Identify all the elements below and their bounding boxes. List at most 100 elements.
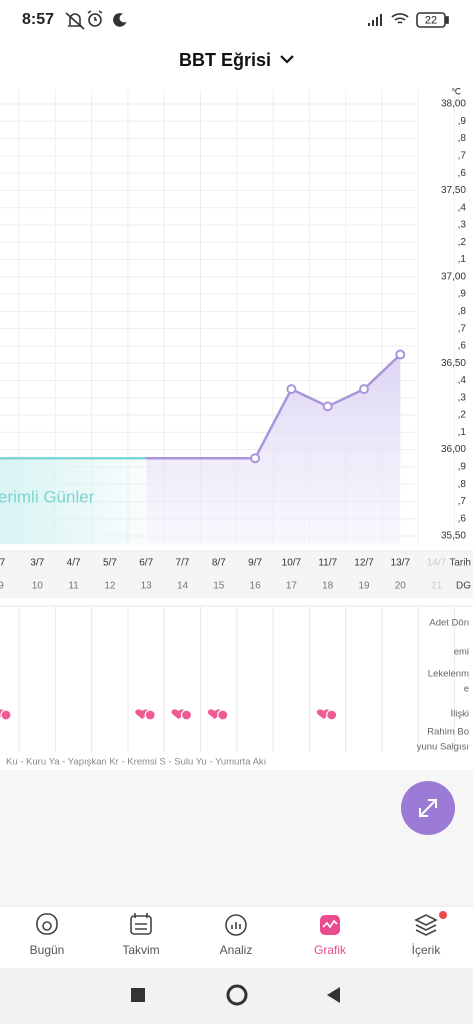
x-tick-label: 3/7 bbox=[30, 558, 44, 569]
x-tick-label: 12/7 bbox=[354, 558, 374, 569]
cycle-day-label: 10 bbox=[32, 581, 44, 592]
cycle-day-label: 16 bbox=[250, 581, 262, 592]
home-button[interactable] bbox=[226, 984, 248, 1006]
cycle-day-label: 17 bbox=[286, 581, 298, 592]
y-tick-label: ,4 bbox=[458, 202, 467, 213]
y-tick-label: ,9 bbox=[458, 462, 467, 473]
cycle-day-label: 15 bbox=[213, 581, 225, 592]
bottom-nav bbox=[0, 906, 473, 968]
nav-label[interactable]: Analiz bbox=[220, 943, 253, 957]
y-tick-label: ,9 bbox=[458, 116, 467, 127]
intercourse-icon-badge bbox=[326, 709, 338, 721]
y-tick-label: ,9 bbox=[458, 289, 467, 300]
time: 8:57 bbox=[22, 11, 54, 28]
x-tick-label: 8/7 bbox=[212, 558, 226, 569]
temperature-point bbox=[250, 453, 261, 464]
y-tick-label: ,7 bbox=[458, 150, 467, 161]
y-tick-label: ,8 bbox=[458, 306, 467, 317]
x-tick-label: 13/7 bbox=[391, 558, 411, 569]
x-tick-label: 5/7 bbox=[103, 558, 117, 569]
y-tick-label: ,8 bbox=[458, 479, 467, 490]
nav-label[interactable]: Grafik bbox=[314, 943, 347, 957]
fertile-band bbox=[0, 458, 146, 544]
x-tick-label: 9/7 bbox=[248, 558, 262, 569]
temperature-point bbox=[286, 384, 297, 395]
expand-button[interactable] bbox=[401, 781, 455, 835]
recent-button[interactable] bbox=[131, 988, 145, 1002]
legend-note: Ku - Kuru Ya - Yapışkan Kr - Kremsi S - … bbox=[6, 757, 266, 768]
unit-label: ℃ bbox=[451, 86, 461, 96]
y-tick-label: ,4 bbox=[458, 375, 467, 386]
cycle-day-label: 14 bbox=[177, 581, 189, 592]
cycle-day-row-label: DG bbox=[456, 581, 471, 592]
back-button[interactable] bbox=[327, 987, 340, 1003]
x-tick-label: 14/7 bbox=[427, 558, 447, 569]
intercourse-icon-badge bbox=[180, 709, 193, 721]
date-row-bg bbox=[0, 552, 473, 598]
record-row-label: İlişki bbox=[451, 709, 469, 720]
temperature-point bbox=[395, 349, 406, 360]
x-tick-label: 4/7 bbox=[67, 558, 81, 569]
cycle-day-label: 11 bbox=[68, 581, 79, 592]
y-tick-label: 36,00 bbox=[441, 444, 466, 455]
records-table: Adet Dön emi Lekelenm e İlişki Rahim Bo yunu S… bbox=[0, 605, 473, 753]
cycle-day-label: 13 bbox=[141, 581, 153, 592]
record-row-label: yunu Salgısı bbox=[417, 742, 469, 753]
nav-icons bbox=[36, 913, 438, 936]
bbt-chart: 38,00 ,9 ,8 ,7 ,6 37,50 ,4 ,3 ,2 ,1 37,00 ,9 ,8 ,7 ,6 3… bbox=[0, 90, 473, 598]
intercourse-icon-badge bbox=[144, 709, 156, 721]
cycle-day-label: 19 bbox=[358, 581, 370, 592]
record-row-label: Lekelenm bbox=[428, 669, 469, 680]
y-tick-label: ,6 bbox=[458, 168, 467, 179]
intercourse-icon-badge bbox=[0, 709, 12, 721]
nav-label[interactable]: Bugün bbox=[30, 943, 65, 957]
status-icons bbox=[65, 10, 449, 30]
temperature-point bbox=[359, 384, 369, 395]
fertile-band-label: erimli Günler bbox=[0, 487, 95, 506]
cycle-day-label: 21 bbox=[431, 581, 443, 592]
nav-label[interactable]: İçerik bbox=[412, 943, 442, 957]
record-row-label: emi bbox=[454, 647, 469, 658]
y-tick-label: 37,00 bbox=[441, 271, 466, 282]
battery-level: 22 bbox=[425, 14, 437, 26]
notification-dot bbox=[439, 911, 447, 919]
date-row-label: Tarih bbox=[449, 558, 471, 569]
y-tick-label: ,3 bbox=[458, 220, 467, 231]
dropdown-chevron[interactable] bbox=[280, 55, 294, 64]
y-tick-label: ,6 bbox=[458, 513, 467, 524]
intercourse-icon-badge bbox=[217, 709, 229, 721]
record-row-label: Rahim Bo bbox=[427, 727, 469, 738]
y-tick-label: ,7 bbox=[458, 496, 467, 507]
area-fill bbox=[146, 354, 401, 544]
y-tick-label: 37,50 bbox=[441, 185, 466, 196]
y-tick-label: 36,50 bbox=[441, 358, 466, 369]
x-tick-label: 11/7 bbox=[318, 558, 337, 569]
nav-label[interactable]: Takvim bbox=[122, 943, 159, 957]
x-tick-label: 6/7 bbox=[139, 558, 153, 569]
temperature-point bbox=[322, 401, 333, 412]
y-tick-label: ,1 bbox=[458, 254, 467, 265]
empty-area bbox=[0, 770, 473, 906]
system-nav bbox=[0, 968, 473, 1024]
y-tick-label: ,3 bbox=[458, 392, 467, 403]
screen-title[interactable]: BBT Eğrisi bbox=[179, 50, 271, 70]
y-tick-label: ,2 bbox=[458, 410, 467, 421]
record-row-label: Adet Dön bbox=[429, 618, 469, 629]
cycle-day-label: 12 bbox=[104, 581, 116, 592]
y-tick-label: 38,00 bbox=[441, 99, 466, 110]
nav-labels: Bugün Takvim Analiz Grafik İçerik bbox=[30, 943, 442, 957]
x-tick-label: 10/7 bbox=[282, 558, 302, 569]
record-row-label: e bbox=[464, 684, 469, 695]
cycle-day-label: 18 bbox=[322, 581, 334, 592]
y-tick-label: ,1 bbox=[458, 427, 467, 438]
y-tick-label: 35,50 bbox=[441, 531, 466, 542]
y-tick-label: ,7 bbox=[458, 323, 467, 334]
y-tick-label: ,2 bbox=[458, 237, 467, 248]
cycle-day-label: 20 bbox=[395, 581, 407, 592]
y-tick-label: ,6 bbox=[458, 341, 467, 352]
x-tick-label: /7 bbox=[0, 558, 6, 569]
cycle-day-label: 9 bbox=[0, 581, 4, 592]
y-tick-label: ,8 bbox=[458, 133, 467, 144]
